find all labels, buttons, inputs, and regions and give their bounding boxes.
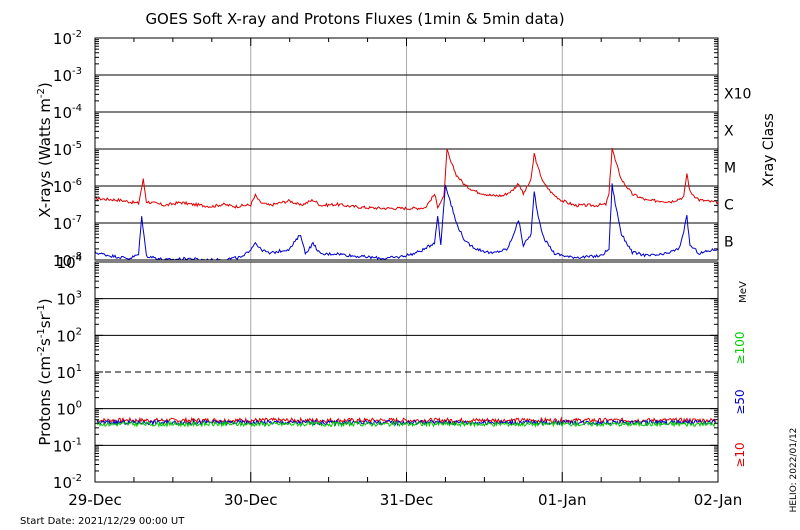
xray-axis-label-close: ) xyxy=(36,82,54,88)
proton-tick-label: 100 xyxy=(57,400,82,419)
x-tick-label: 02-Jan xyxy=(694,491,742,509)
proton-channel-label: ≥100 xyxy=(733,332,747,365)
proton-tick-label: 104 xyxy=(57,253,82,272)
xray-class-label: B xyxy=(724,235,734,251)
chart-title: GOES Soft X-ray and Protons Fluxes (1min… xyxy=(145,10,564,28)
x-tick-label: 30-Dec xyxy=(224,491,278,509)
axis-layer: 10-8 10-7 10-6 10-5 10-4 10-3 10-2 X10 X M C B 10-2 1… xyxy=(53,29,751,509)
proton-tick-label: 101 xyxy=(57,363,82,382)
proton-axis-label-exp2: -1 xyxy=(36,328,47,338)
xray-class-label: M xyxy=(724,161,736,177)
x-tick-label: 01-Jan xyxy=(538,491,586,509)
proton-tick-label: 102 xyxy=(57,326,82,345)
proton-axis-label-exp1: -2 xyxy=(36,346,47,356)
proton-axis-label-exp3: -1 xyxy=(36,304,47,314)
proton-axis-label-main: Protons (cm xyxy=(36,356,54,446)
proton-channel-label: ≥10 xyxy=(733,442,747,467)
xray-axis-label: X-rays (Watts m-2) xyxy=(36,82,54,217)
xray-class-title: Xray Class xyxy=(761,113,777,187)
proton-tick-label: 10-2 xyxy=(53,473,82,492)
proton-axis-label-close: ) xyxy=(36,298,54,304)
proton-tick-label: 10-1 xyxy=(53,436,82,455)
grid-layer xyxy=(95,38,718,482)
xray-class-label: X10 xyxy=(724,87,751,103)
start-date: Start Date: 2021/12/29 00:00 UT xyxy=(20,516,185,527)
xray-tick-label: 10-2 xyxy=(53,29,82,48)
xray-tick-label: 10-8 xyxy=(53,251,82,270)
x-tick-label: 29-Dec xyxy=(68,491,122,509)
proton-series-line-2 xyxy=(96,418,717,427)
proton-tick-label: 103 xyxy=(57,290,82,309)
xray-axis-label-exponent: -2 xyxy=(36,88,47,98)
xray-tick-label: 10-6 xyxy=(53,177,82,196)
proton-axis-label-sr: sr xyxy=(36,313,54,328)
xray-series-line-long xyxy=(95,147,719,211)
proton-axis-label: Protons (cm-2s-1sr-1) xyxy=(36,298,54,445)
mev-unit-label: MeV xyxy=(738,281,749,303)
proton-channel-label: ≥50 xyxy=(733,389,747,414)
credit-label: HELIO: 2022/01/12 xyxy=(789,428,799,513)
xray-tick-label: 10-3 xyxy=(53,66,82,85)
xray-axis-label-main: X-rays (Watts m xyxy=(36,98,54,218)
x-tick-label: 31-Dec xyxy=(380,491,434,509)
xray-tick-label: 10-4 xyxy=(53,103,82,122)
xray-tick-label: 10-7 xyxy=(53,214,82,233)
xray-class-label: X xyxy=(724,124,734,140)
xray-class-label: C xyxy=(724,198,734,214)
proton-series-line-3 xyxy=(96,420,717,428)
xray-tick-label: 10-5 xyxy=(53,140,82,159)
proton-axis-label-s: s xyxy=(36,338,54,346)
